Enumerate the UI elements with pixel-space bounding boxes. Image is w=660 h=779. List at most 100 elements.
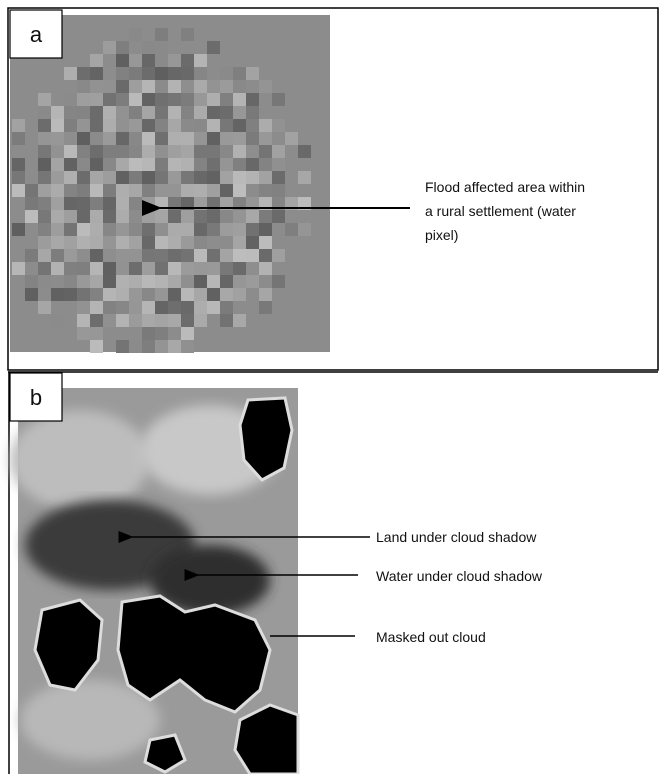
pixel — [116, 145, 129, 158]
pixel — [25, 210, 38, 223]
pixel — [90, 145, 103, 158]
pixel — [194, 158, 207, 171]
pixel — [259, 210, 272, 223]
pixel — [116, 340, 129, 353]
pixel — [168, 301, 181, 314]
pixel — [38, 301, 51, 314]
pixel — [181, 54, 194, 67]
pixel — [207, 249, 220, 262]
pixel — [272, 158, 285, 171]
pixel — [194, 132, 207, 145]
pixel — [207, 145, 220, 158]
pixel — [142, 171, 155, 184]
pixel — [168, 54, 181, 67]
pixel — [220, 119, 233, 132]
pixel — [116, 184, 129, 197]
pixel — [181, 275, 194, 288]
pixel — [142, 93, 155, 106]
pixel — [38, 119, 51, 132]
pixel — [103, 67, 116, 80]
pixel — [181, 223, 194, 236]
pixel — [103, 132, 116, 145]
pixel — [116, 197, 129, 210]
pixel — [194, 223, 207, 236]
pixel — [246, 93, 259, 106]
pixel — [168, 171, 181, 184]
pixel — [155, 184, 168, 197]
pixel — [272, 171, 285, 184]
pixel — [220, 236, 233, 249]
pixel — [64, 210, 77, 223]
pixel — [51, 184, 64, 197]
pixel — [181, 80, 194, 93]
pixel — [181, 301, 194, 314]
pixel — [90, 197, 103, 210]
pixel — [129, 132, 142, 145]
pixel — [298, 145, 311, 158]
pixel — [129, 158, 142, 171]
pixel — [103, 106, 116, 119]
pixel — [129, 197, 142, 210]
pixel — [181, 184, 194, 197]
pixel — [246, 236, 259, 249]
pixel — [51, 223, 64, 236]
pixel — [129, 314, 142, 327]
pixel — [259, 119, 272, 132]
pixel — [259, 236, 272, 249]
pixel — [25, 197, 38, 210]
pixel — [77, 145, 90, 158]
pixel — [129, 340, 142, 353]
pixel — [129, 28, 142, 41]
pixel — [272, 184, 285, 197]
pixel — [103, 210, 116, 223]
pixel — [233, 314, 246, 327]
panel-a-image — [10, 15, 330, 353]
annotation: a rural settlement (water — [425, 203, 576, 219]
pixel — [90, 158, 103, 171]
pixel — [103, 223, 116, 236]
pixel — [116, 158, 129, 171]
pixel — [259, 184, 272, 197]
pixel — [220, 301, 233, 314]
pixel — [90, 210, 103, 223]
pixel — [64, 67, 77, 80]
pixel — [64, 262, 77, 275]
pixel — [272, 249, 285, 262]
annotation: pixel) — [425, 227, 458, 243]
pixel — [64, 223, 77, 236]
pixel — [142, 301, 155, 314]
pixel — [77, 197, 90, 210]
figure: a Flood affected area within a rural set… — [0, 0, 660, 774]
pixel — [64, 236, 77, 249]
pixel — [181, 158, 194, 171]
pixel — [90, 54, 103, 67]
pixel — [77, 106, 90, 119]
pixel — [285, 132, 298, 145]
pixel — [77, 210, 90, 223]
pixel — [155, 327, 168, 340]
pixel — [116, 171, 129, 184]
pixel — [194, 288, 207, 301]
pixel — [207, 184, 220, 197]
pixel — [155, 119, 168, 132]
pixel — [25, 249, 38, 262]
pixel — [64, 132, 77, 145]
pixel — [51, 210, 64, 223]
pixel — [116, 93, 129, 106]
pixel — [168, 314, 181, 327]
pixel — [181, 132, 194, 145]
pixel — [129, 145, 142, 158]
pixel — [168, 80, 181, 93]
pixel — [233, 80, 246, 93]
pixel — [233, 119, 246, 132]
pixel — [142, 314, 155, 327]
pixel — [51, 119, 64, 132]
pixel — [51, 249, 64, 262]
pixel — [103, 314, 116, 327]
pixel — [233, 249, 246, 262]
pixel — [38, 236, 51, 249]
pixel — [259, 262, 272, 275]
pixel — [116, 41, 129, 54]
pixel — [103, 236, 116, 249]
pixel — [103, 184, 116, 197]
